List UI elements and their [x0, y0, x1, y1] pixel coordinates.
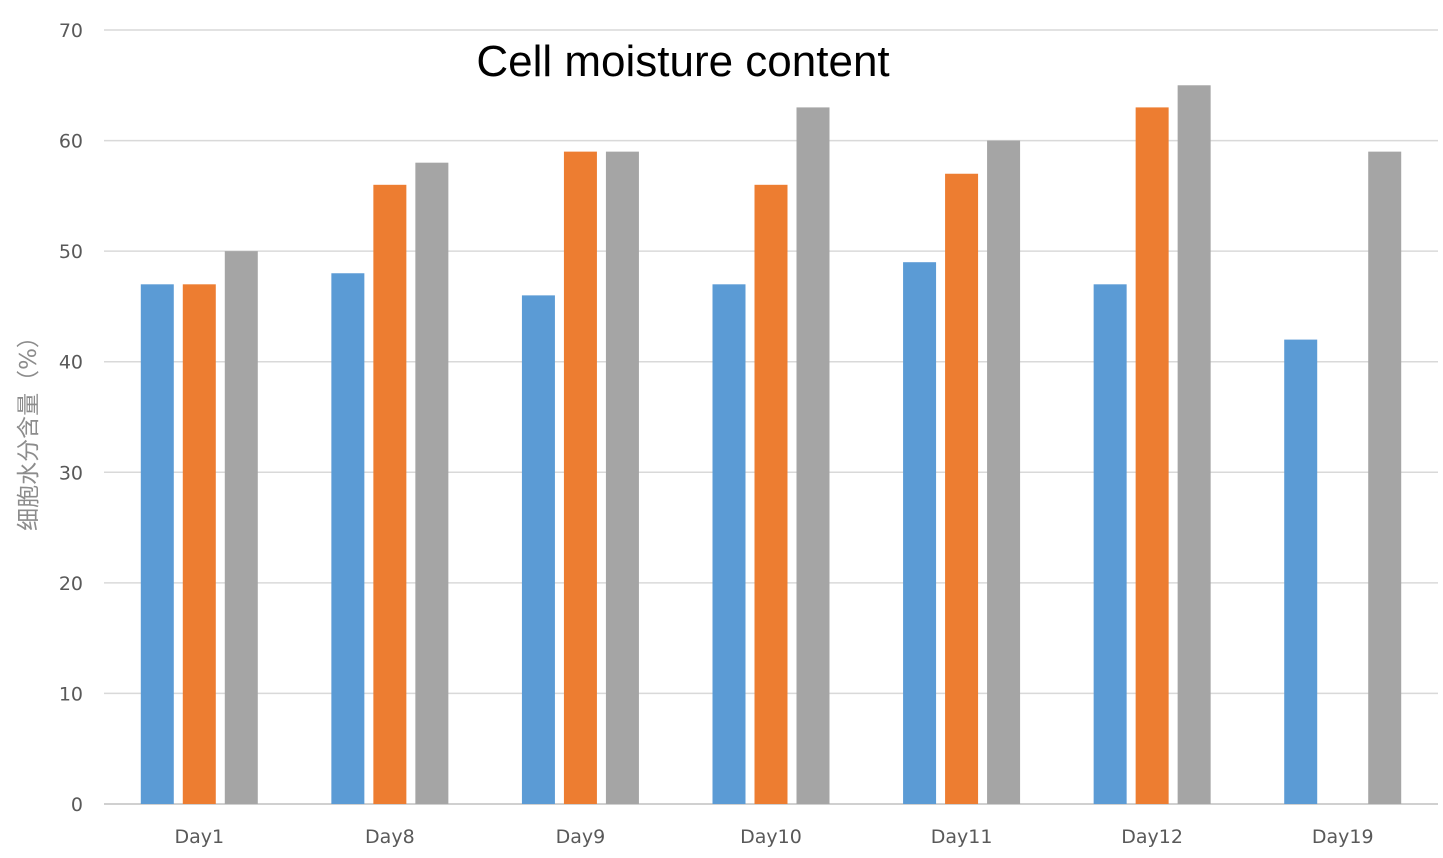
- y-tick-label: 50: [59, 241, 83, 263]
- bar-day9-series-3: [605, 151, 639, 805]
- x-axis-ticks: Day1 Day8 Day9 Day10 Day11 Day12 Day19: [174, 826, 1373, 848]
- bar-day10-series-2: [754, 184, 788, 805]
- bar-day8-series-2: [373, 184, 407, 805]
- bar-day10-series-1: [712, 284, 746, 804]
- y-tick-label: 20: [59, 573, 83, 595]
- bar-day19-series-1: [1284, 339, 1318, 804]
- bar-day11-series-3: [987, 140, 1021, 805]
- y-tick-label: 30: [59, 462, 83, 484]
- bar-day12-series-1: [1093, 284, 1127, 804]
- bar-day1-series-1: [140, 284, 174, 804]
- bar-day9-series-2: [563, 151, 597, 805]
- bar-day9-series-1: [521, 295, 555, 804]
- x-tick-label: Day11: [931, 826, 993, 848]
- x-tick-label: Day10: [740, 826, 802, 848]
- y-tick-label: 10: [59, 683, 83, 705]
- y-tick-label: 0: [71, 794, 83, 816]
- bar-day1-series-2: [182, 284, 216, 804]
- y-tick-label: 40: [59, 352, 83, 374]
- bar-day8-series-1: [331, 273, 365, 804]
- x-tick-label: Day12: [1121, 826, 1183, 848]
- bar-day12-series-3: [1177, 85, 1211, 805]
- y-tick-label: 60: [59, 131, 83, 153]
- y-axis-label: 细胞水分含量（%）: [16, 325, 42, 531]
- bar-day10-series-3: [796, 107, 830, 804]
- chart-title: Cell moisture content: [476, 37, 889, 86]
- bar-day1-series-3: [224, 251, 258, 805]
- bar-day8-series-3: [415, 162, 449, 804]
- bar-day19-series-3: [1368, 151, 1402, 805]
- x-tick-label: Day8: [365, 826, 415, 848]
- x-tick-label: Day1: [174, 826, 224, 848]
- bar-day11-series-1: [903, 262, 937, 804]
- y-axis-ticks: 0 10 20 30 40 50 60 70: [59, 20, 83, 816]
- bar-day12-series-2: [1135, 107, 1169, 804]
- bars: [140, 85, 1402, 805]
- x-tick-label: Day9: [556, 826, 606, 848]
- bar-day11-series-2: [945, 173, 979, 804]
- y-tick-label: 70: [59, 20, 83, 42]
- x-tick-label: Day19: [1312, 826, 1374, 848]
